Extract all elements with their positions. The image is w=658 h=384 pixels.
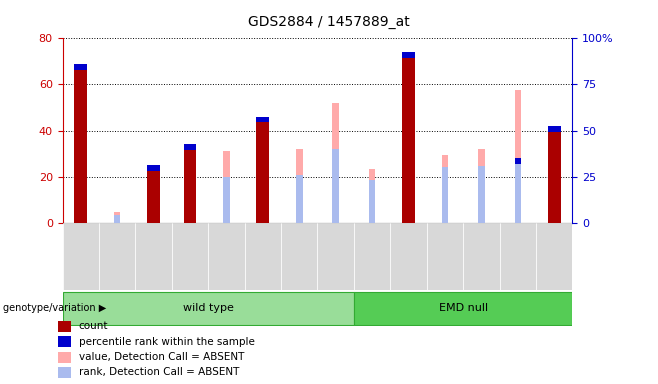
Text: value, Detection Call = ABSENT: value, Detection Call = ABSENT (79, 352, 244, 362)
Bar (147, 165, 160, 171)
Bar (390, 223, 427, 290)
Bar (478, 166, 485, 223)
Bar (184, 144, 196, 150)
Bar (59, 352, 71, 362)
Text: rank, Detection Call = ABSENT: rank, Detection Call = ABSENT (79, 367, 239, 377)
Bar (59, 367, 71, 378)
Text: GDS2884 / 1457889_at: GDS2884 / 1457889_at (248, 15, 410, 29)
Text: wild type: wild type (183, 303, 234, 313)
Bar (515, 90, 521, 223)
Bar (332, 149, 339, 223)
Bar (63, 223, 99, 290)
Text: count: count (79, 321, 108, 331)
Bar (463, 223, 499, 290)
Bar (536, 223, 572, 290)
Bar (354, 223, 390, 290)
Bar (147, 165, 160, 223)
Bar (296, 149, 303, 223)
Bar (257, 117, 269, 122)
Bar (59, 336, 71, 347)
Bar (442, 167, 448, 223)
Bar (172, 223, 208, 290)
Bar (548, 126, 561, 223)
Bar (318, 223, 354, 290)
Bar (332, 103, 339, 223)
Bar (184, 144, 196, 223)
Bar (74, 64, 87, 70)
Bar (223, 177, 230, 223)
Bar (257, 117, 269, 223)
Bar (442, 154, 448, 223)
Bar (245, 223, 281, 290)
Bar (354, 292, 572, 324)
Text: EMD null: EMD null (439, 303, 488, 313)
Bar (427, 223, 463, 290)
Bar (515, 158, 521, 164)
Bar (63, 292, 354, 324)
Bar (515, 158, 521, 223)
Bar (369, 169, 376, 223)
Bar (99, 223, 136, 290)
Bar (136, 223, 172, 290)
Bar (478, 149, 485, 223)
Bar (223, 151, 230, 223)
Bar (74, 64, 87, 223)
Bar (208, 223, 245, 290)
Text: genotype/variation ▶: genotype/variation ▶ (3, 303, 107, 313)
Bar (548, 126, 561, 132)
Bar (296, 175, 303, 223)
Bar (59, 321, 71, 332)
Bar (114, 215, 120, 223)
Bar (402, 52, 415, 58)
Bar (281, 223, 318, 290)
Bar (369, 180, 376, 223)
Bar (499, 223, 536, 290)
Bar (402, 52, 415, 223)
Bar (114, 212, 120, 223)
Text: percentile rank within the sample: percentile rank within the sample (79, 337, 255, 347)
